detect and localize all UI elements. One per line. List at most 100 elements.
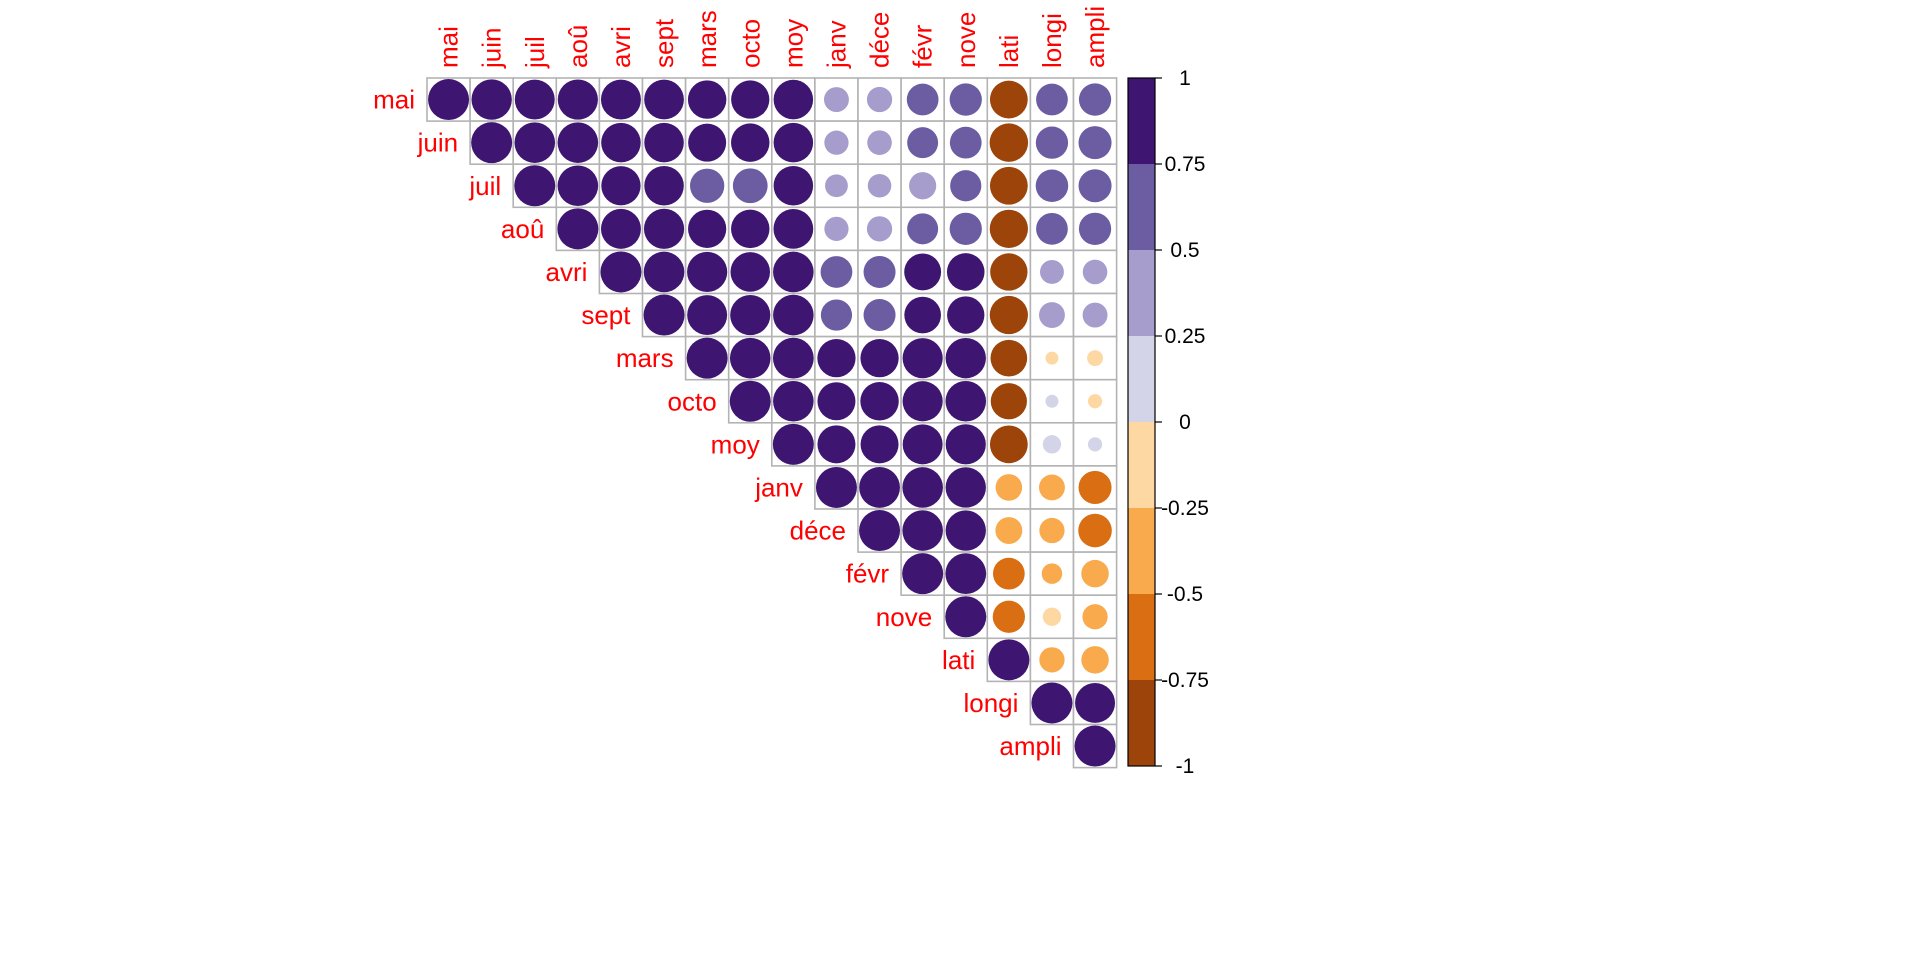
col-label-moy: moy (778, 19, 808, 68)
row-label-moy: moy (711, 429, 760, 459)
corr-circle-octo-févr (902, 381, 943, 422)
col-label-lati: lati (994, 35, 1024, 68)
corr-circle-janv-ampli (1078, 470, 1112, 504)
row-label-mai: mai (373, 85, 415, 115)
corr-circle-aoû-octo (731, 209, 770, 249)
row-label-janv: janv (754, 472, 803, 502)
corr-circle-mai-juil (514, 79, 555, 120)
corr-circle-mars-lati (990, 339, 1028, 377)
row-label-aoû: aoû (501, 214, 544, 244)
corr-circle-longi-ampli (1075, 682, 1116, 723)
corr-circle-moy-nove (945, 424, 986, 465)
corr-circle-avri-mars (687, 251, 728, 293)
legend-tick-label-5: -0.25 (1161, 497, 1209, 520)
corr-circle-octo-janv (817, 382, 856, 421)
corr-circle-févr-nove (945, 553, 987, 595)
row-label-févr: févr (846, 559, 890, 589)
corr-circle-mai-juin (471, 79, 512, 120)
corr-circle-juin-ampli (1078, 126, 1112, 160)
corr-circle-nove-ampli (1082, 604, 1108, 630)
corr-circle-juin-longi (1035, 126, 1069, 159)
corr-circle-sept-moy (773, 294, 814, 336)
corr-circle-aoû-févr (907, 213, 939, 245)
corr-circle-sept-sept (643, 294, 685, 336)
corr-circle-mai-aoû (557, 79, 598, 120)
col-label-déce: déce (865, 12, 895, 68)
corr-circle-juin-janv (824, 130, 849, 155)
corr-circle-octo-lati (990, 383, 1027, 420)
corr-circle-mai-avri (600, 79, 641, 120)
corr-circle-juin-sept (644, 122, 684, 163)
legend-swatch-2 (1128, 250, 1155, 337)
corr-circle-mai-mai (428, 79, 470, 121)
col-label-longi: longi (1037, 13, 1067, 68)
corr-circle-nove-nove (945, 596, 987, 638)
corr-circle-juil-juil (514, 165, 556, 207)
legend-swatch-7 (1128, 680, 1155, 767)
corr-circle-moy-janv (817, 425, 856, 464)
corr-circle-octo-nove (945, 380, 987, 422)
col-label-févr: févr (908, 24, 938, 68)
row-label-juil: juil (468, 171, 501, 201)
corr-circle-moy-lati (989, 425, 1028, 464)
corr-circle-aoû-sept (643, 208, 685, 249)
corr-circle-avri-ampli (1082, 259, 1108, 285)
corr-circle-avri-longi (1039, 259, 1064, 284)
corr-circle-déce-longi (1039, 517, 1065, 544)
corr-circle-juin-mars (688, 123, 727, 162)
row-label-mars: mars (616, 343, 674, 373)
corr-circle-sept-janv (820, 299, 853, 331)
col-label-mars: mars (692, 10, 722, 68)
corr-circle-déce-déce (859, 510, 901, 552)
col-label-octo: octo (735, 19, 765, 68)
corr-circle-avri-nove (946, 253, 985, 291)
axis-labels: maijuinjuilaoûavriseptmarsoctomoyjanvdéc… (373, 6, 1110, 761)
row-label-nove: nove (876, 602, 932, 632)
corr-circle-lati-ampli (1081, 646, 1109, 674)
col-label-juin: juin (477, 28, 507, 69)
corr-circle-mars-févr (902, 338, 943, 379)
col-label-juil: juil (520, 36, 550, 69)
row-label-juin: juin (417, 128, 458, 158)
corr-circle-aoû-lati (989, 209, 1028, 248)
row-label-longi: longi (963, 688, 1018, 718)
corr-circle-octo-octo (729, 380, 771, 422)
corr-circle-moy-déce (860, 425, 899, 464)
corr-circle-janv-déce (859, 467, 900, 508)
corr-circle-aoû-aoû (557, 208, 599, 250)
corr-circle-mai-sept (644, 79, 684, 120)
corr-circle-aoû-avri (600, 208, 641, 249)
corr-circle-moy-févr (902, 424, 943, 465)
corr-circle-nove-lati (992, 600, 1025, 633)
corr-circle-lati-lati (988, 639, 1030, 681)
corr-circle-nove-longi (1042, 607, 1062, 626)
corr-circle-avri-lati (990, 253, 1028, 291)
legend-tick-label-4: 0 (1179, 411, 1191, 434)
corr-circle-juil-lati (989, 166, 1028, 205)
legend-swatch-4 (1128, 422, 1155, 509)
legend-tick-label-3: 0.25 (1165, 325, 1206, 348)
corr-circle-déce-nove (945, 510, 986, 551)
corr-circle-janv-longi (1038, 474, 1065, 501)
color-legend: 1 0.75 0.5 0.25 0 -0.25 -0.5 -0.75 -1 (1127, 67, 1209, 778)
corr-circle-sept-lati (989, 295, 1028, 335)
col-label-nove: nove (951, 12, 981, 68)
corr-circle-juin-lati (989, 123, 1029, 162)
corr-circle-juil-octo (732, 168, 768, 204)
corr-circle-mai-févr (906, 83, 939, 116)
corr-circle-mars-octo (729, 337, 771, 379)
corr-circle-févr-févr (902, 553, 944, 595)
corr-circle-juil-févr (909, 172, 937, 200)
corr-circle-octo-moy (773, 380, 814, 422)
corr-circle-juin-octo (731, 123, 770, 162)
corr-circle-aoû-déce (866, 216, 893, 242)
legend-swatch-6 (1128, 594, 1155, 681)
corr-circle-avri-sept (643, 251, 685, 293)
matrix-cell-avri-longi (1029, 249, 1075, 295)
corr-circle-aoû-nove (949, 212, 982, 245)
matrix-cells (426, 77, 1118, 769)
corr-circle-mai-lati (989, 80, 1028, 119)
corr-circle-avri-octo (730, 252, 771, 292)
legend-tick-label-6: -0.5 (1167, 583, 1203, 606)
corr-circle-mars-janv (817, 339, 856, 378)
